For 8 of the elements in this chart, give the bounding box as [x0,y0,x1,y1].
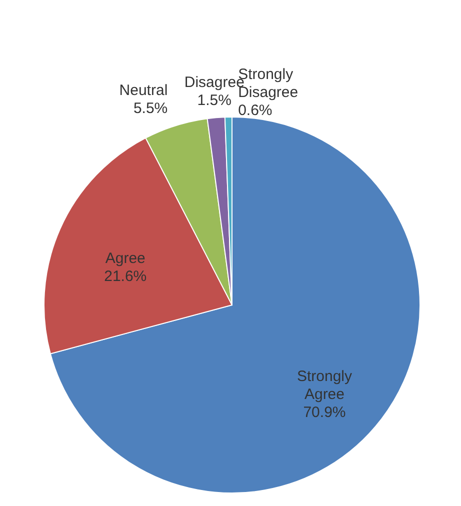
slice-label: Neutral [119,82,168,99]
data-label: 70.9% [303,404,346,421]
slice-label: Agree [105,250,146,267]
data-label: 1.5% [197,92,232,109]
data-label: 5.5% [133,100,168,117]
data-label: 21.6% [104,268,147,285]
data-label: 0.6% [238,102,272,119]
slice-label: Strongly Agree [296,368,352,403]
